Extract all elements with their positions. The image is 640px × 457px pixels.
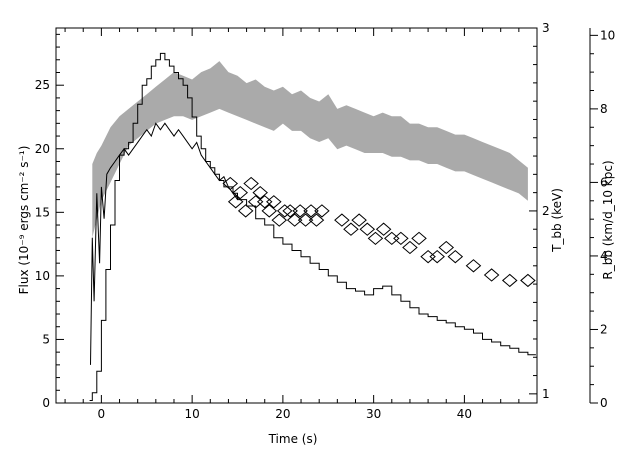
temperature-point — [256, 195, 273, 209]
temperature-point — [343, 222, 359, 236]
temperature-point — [237, 204, 254, 218]
y-right-inner-axis-title: T_bb (keV) — [550, 188, 564, 253]
y-left-tick-label: 5 — [42, 332, 50, 346]
radius-band — [92, 61, 528, 238]
x-tick-label: 40 — [457, 407, 472, 421]
y-left-tick-label: 15 — [35, 205, 50, 219]
temperature-point — [502, 273, 518, 288]
y-left-tick-label: 20 — [35, 142, 50, 156]
y-right-outer-axis-title: R_bb (km/d_10 kpc) — [601, 160, 615, 279]
y-right-outer-tick-label: 8 — [600, 102, 608, 116]
y-left-tick-label: 25 — [35, 78, 50, 92]
y-right-inner-tick-label: 3 — [542, 21, 550, 35]
temperature-point — [465, 259, 482, 273]
y-right-outer-tick-label: 0 — [600, 396, 608, 410]
temperature-point — [411, 231, 427, 246]
temperature-point — [351, 213, 367, 227]
y-right-outer-tick-label: 10 — [600, 28, 615, 42]
temperature-point — [375, 222, 392, 236]
temperature-point — [276, 204, 293, 218]
y-left-tick-label: 10 — [35, 269, 50, 283]
y-right-outer-tick-label: 6 — [600, 175, 608, 189]
temperature-point — [429, 250, 445, 264]
temperature-point — [483, 268, 500, 282]
temperature-point — [222, 176, 239, 191]
plot-frame — [55, 27, 538, 404]
temperature-point — [520, 273, 536, 288]
y-right-outer-tick-label: 4 — [600, 249, 608, 263]
temperature-point — [438, 240, 455, 255]
temperature-point — [367, 231, 384, 246]
temperature-point — [384, 231, 400, 246]
temperature-point — [420, 250, 436, 264]
temperature-point — [359, 222, 376, 236]
temperature-point — [393, 231, 409, 246]
x-tick-label: 30 — [366, 407, 381, 421]
temperature-point — [252, 185, 268, 200]
temperature-point — [334, 213, 350, 227]
temperature-point — [266, 195, 282, 209]
flux-line — [90, 122, 238, 365]
plot-area — [89, 52, 536, 401]
y-left-tick-label: 0 — [42, 396, 50, 410]
temperature-point — [227, 195, 244, 209]
y-right-inner-tick-label: 2 — [542, 204, 550, 218]
x-tick-label: 0 — [98, 407, 106, 421]
y-right-inner-tick-label: 1 — [542, 387, 550, 401]
temperature-point — [308, 213, 325, 227]
temperature-point — [247, 195, 264, 209]
temperature-point — [243, 176, 259, 191]
temperature-point — [303, 204, 319, 218]
temperature-point — [314, 204, 330, 218]
x-axis-title: Time (s) — [268, 432, 318, 446]
temperature-point — [232, 185, 249, 200]
x-tick-label: 20 — [275, 407, 290, 421]
temperature-point — [297, 213, 314, 227]
temperature-point — [292, 204, 308, 218]
temperature-point — [447, 250, 464, 264]
temperature-point — [286, 213, 303, 227]
temperature-point — [271, 213, 288, 227]
temperature-point — [282, 204, 298, 218]
temperature-point — [261, 204, 278, 218]
x-tick-label: 10 — [184, 407, 199, 421]
temperature-point — [402, 240, 418, 255]
y-left-axis-title: Flux (10⁻⁹ ergs cm⁻² s⁻¹) — [17, 146, 31, 295]
y-right-outer-tick-label: 2 — [600, 322, 608, 336]
